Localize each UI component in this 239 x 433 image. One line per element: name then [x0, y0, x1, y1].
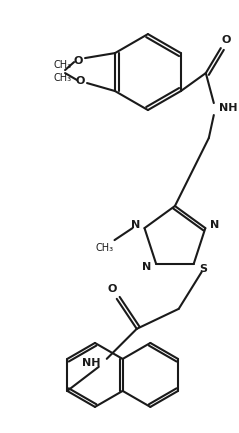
Text: N: N: [210, 220, 219, 230]
Text: N: N: [142, 262, 152, 272]
Text: CH₃: CH₃: [54, 60, 72, 70]
Text: N: N: [131, 220, 140, 230]
Text: NH: NH: [81, 358, 100, 368]
Text: S: S: [200, 264, 208, 274]
Text: O: O: [107, 284, 116, 294]
Text: NH: NH: [218, 103, 237, 113]
Text: CH₃: CH₃: [95, 243, 114, 253]
Text: O: O: [75, 76, 85, 86]
Text: O: O: [221, 35, 230, 45]
Text: O: O: [73, 56, 83, 66]
Text: CH₃: CH₃: [54, 73, 72, 83]
